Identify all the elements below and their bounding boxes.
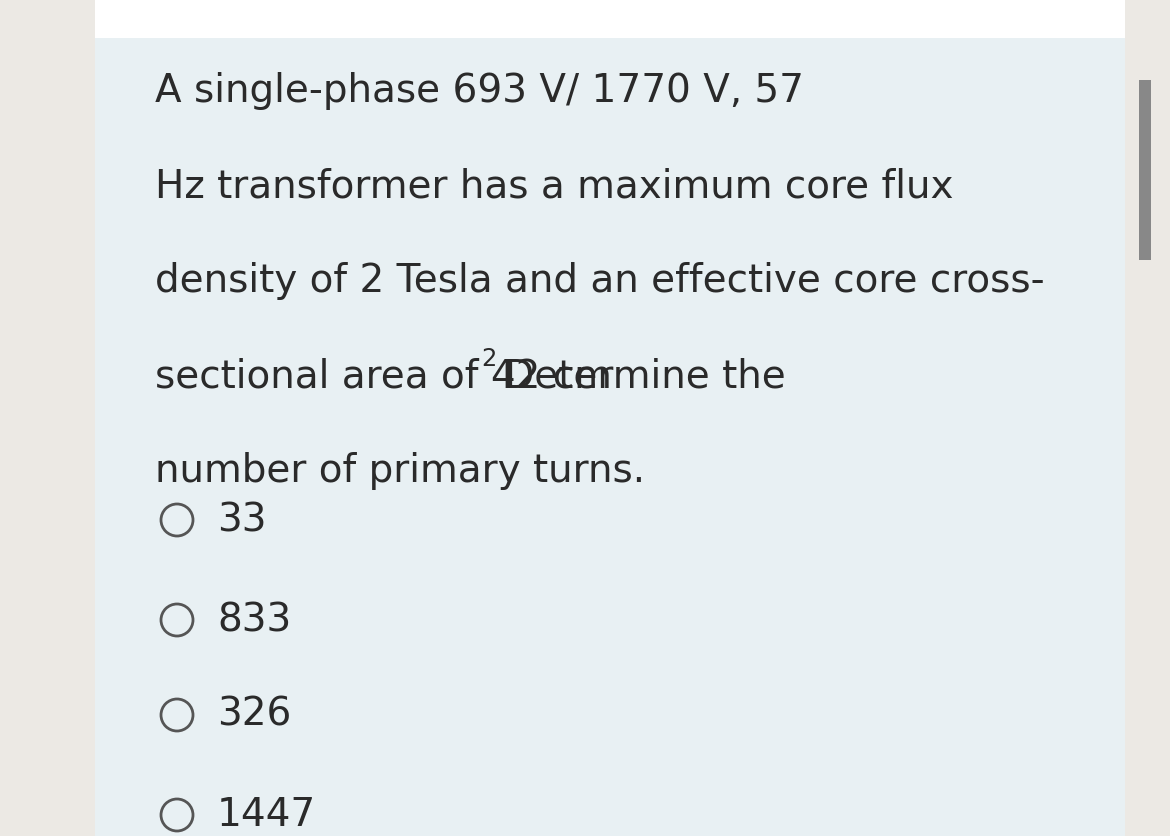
Text: sectional area of 42 cm: sectional area of 42 cm bbox=[154, 357, 612, 395]
Bar bbox=[95, 0, 1126, 38]
Text: density of 2 Tesla and an effective core cross-: density of 2 Tesla and an effective core… bbox=[154, 262, 1045, 300]
Text: 833: 833 bbox=[216, 601, 291, 639]
Text: sectional area of 42 cm2: sectional area of 42 cm2 bbox=[154, 357, 636, 395]
Bar bbox=[1126, 0, 1170, 836]
Text: A single-phase 693 V/ 1770 V, 57: A single-phase 693 V/ 1770 V, 57 bbox=[154, 72, 804, 110]
Bar bbox=[1140, 80, 1151, 260]
Bar bbox=[95, 38, 1126, 836]
Text: Hz transformer has a maximum core flux: Hz transformer has a maximum core flux bbox=[154, 167, 954, 205]
Text: Determine the: Determine the bbox=[491, 357, 785, 395]
Text: 33: 33 bbox=[216, 501, 267, 539]
Text: 2: 2 bbox=[481, 347, 496, 371]
Text: number of primary turns.: number of primary turns. bbox=[154, 452, 645, 490]
Text: 1447: 1447 bbox=[216, 796, 316, 834]
Text: 326: 326 bbox=[216, 696, 291, 734]
